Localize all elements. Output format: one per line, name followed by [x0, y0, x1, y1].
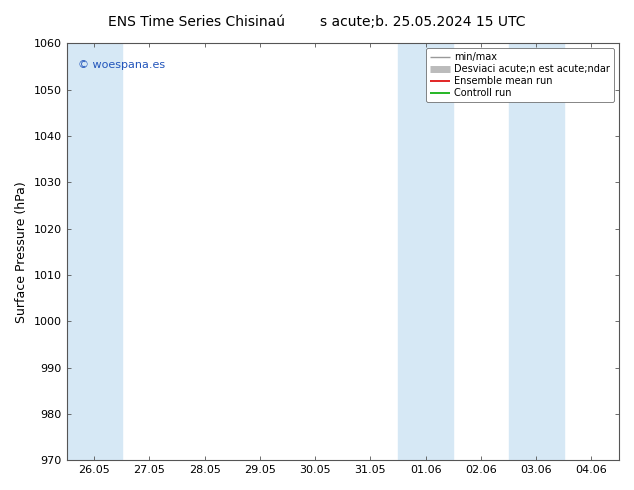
- Text: © woespana.es: © woespana.es: [77, 60, 165, 70]
- Legend: min/max, Desviaci acute;n est acute;ndar, Ensemble mean run, Controll run: min/max, Desviaci acute;n est acute;ndar…: [426, 49, 614, 102]
- Bar: [508, 44, 564, 460]
- Y-axis label: Surface Pressure (hPa): Surface Pressure (hPa): [15, 181, 28, 323]
- Bar: [67, 44, 122, 460]
- Text: ENS Time Series Chisinaú        s acute;b. 25.05.2024 15 UTC: ENS Time Series Chisinaú s acute;b. 25.0…: [108, 15, 526, 29]
- Bar: [398, 44, 453, 460]
